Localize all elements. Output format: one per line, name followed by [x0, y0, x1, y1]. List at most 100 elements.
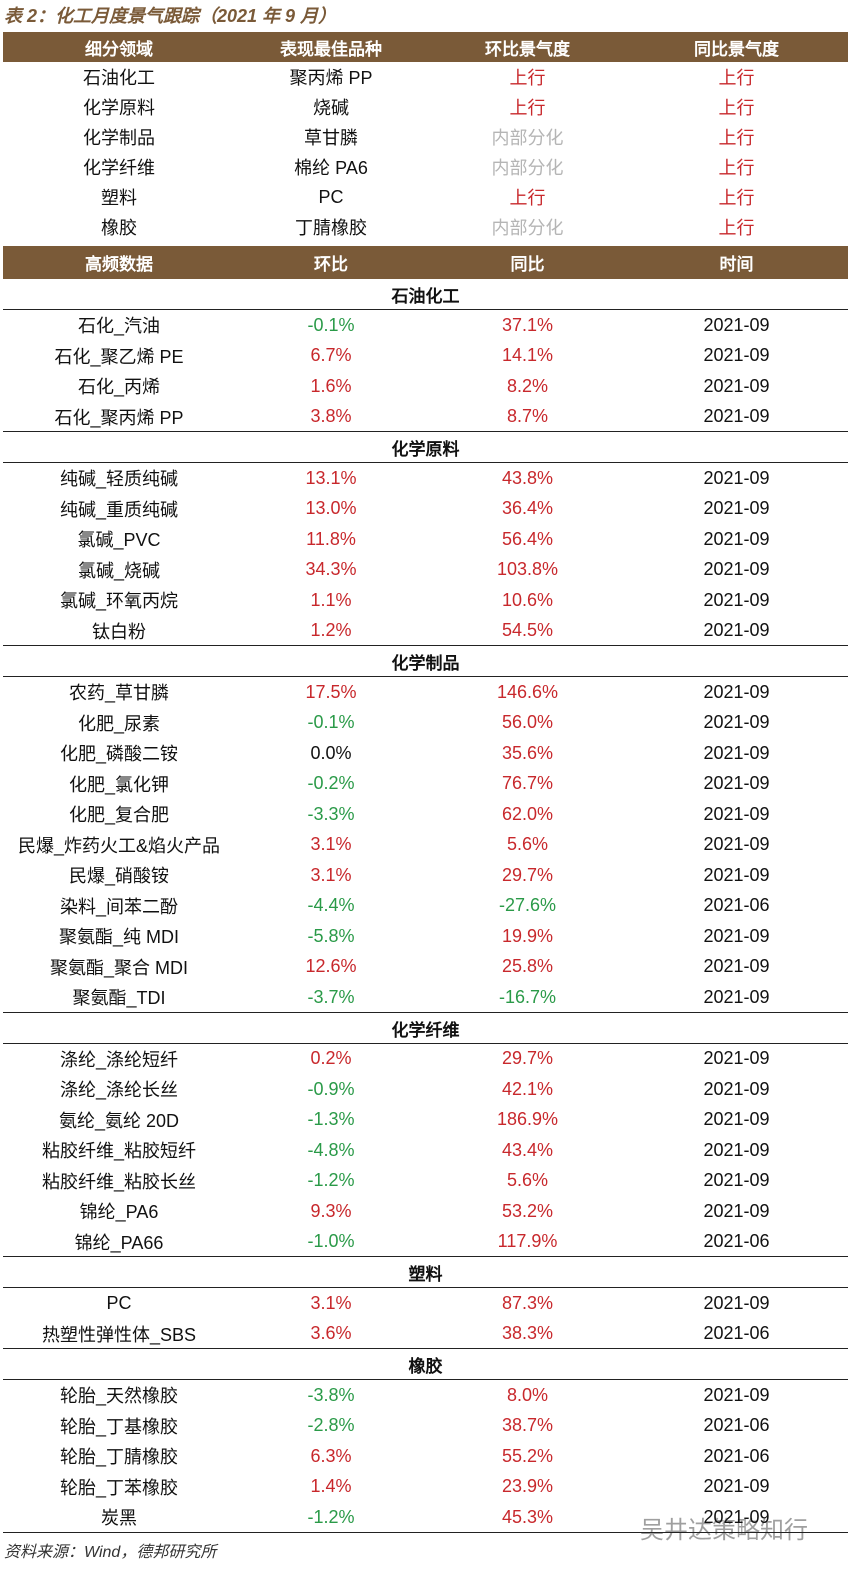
- table-cell: 43.4%: [501, 1139, 554, 1160]
- table-cell: 2021-09: [703, 742, 770, 763]
- table-cell: 87.3%: [501, 1292, 554, 1313]
- table-cell: 2021-09: [703, 1506, 770, 1527]
- table-cell: 0.0%: [310, 742, 352, 763]
- table-cell: 民爆_硝酸铵: [68, 866, 169, 887]
- table-cell: 上行: [718, 188, 755, 208]
- section-title: 化学原料: [391, 440, 460, 459]
- table-cell: 2021-09: [703, 1048, 770, 1069]
- table-cell: 2021-09: [703, 1476, 770, 1497]
- table-cell: 上行: [718, 98, 755, 118]
- table-cell: 轮胎_丁腈橡胶: [59, 1447, 178, 1468]
- table-cell: 上行: [718, 218, 755, 238]
- table-cell: -1.0%: [307, 1231, 355, 1252]
- rule: [3, 1287, 848, 1288]
- rule: [3, 462, 848, 463]
- rule: [3, 676, 848, 677]
- table-cell: 上行: [718, 68, 755, 88]
- rule: [3, 1531, 848, 1533]
- table-cell: 1.4%: [310, 1476, 352, 1497]
- table-cell: 2021-09: [703, 528, 770, 549]
- table-cell: 2021-06: [703, 1231, 770, 1252]
- table-cell: 25.8%: [501, 956, 554, 977]
- source-note: 资料来源：Wind，德邦研究所: [4, 1544, 217, 1561]
- table-cell: 氯碱_PVC: [77, 530, 161, 551]
- header-cell: 环比: [314, 255, 348, 274]
- table-cell: 2021-09: [703, 375, 770, 396]
- table-cell: 3.6%: [310, 1323, 352, 1344]
- table-cell: 8.2%: [506, 375, 549, 396]
- table-cell: 2021-09: [703, 1292, 770, 1313]
- table-cell: 上行: [718, 158, 755, 178]
- table-cell: 11.8%: [306, 528, 356, 549]
- table-cell: 56.4%: [501, 528, 554, 549]
- table-cell: 化学制品: [83, 128, 155, 148]
- table-cell: 2021-09: [703, 925, 770, 946]
- table-cell: 38.3%: [501, 1323, 554, 1344]
- table-cell: 29.7%: [501, 864, 554, 885]
- header-cell: 时间: [719, 255, 754, 274]
- table-cell: 石油化工: [83, 68, 155, 88]
- table-cell: 13.1%: [305, 467, 357, 488]
- table-cell: -27.6%: [498, 895, 557, 916]
- table-cell: PC: [318, 186, 344, 207]
- table-cell: -3.8%: [307, 1384, 355, 1405]
- table-cell: 12.6%: [305, 956, 357, 977]
- table-cell: -1.2%: [307, 1170, 355, 1191]
- table-cell: 56.0%: [501, 712, 554, 733]
- table-cell: 纯碱_重质纯碱: [59, 499, 178, 520]
- table-cell: 民爆_炸药火工&焰火产品: [17, 835, 220, 856]
- table-cell: 涤纶_涤纶短纤: [59, 1049, 178, 1070]
- table-cell: 2021-09: [703, 864, 770, 885]
- table-cell: 3.1%: [310, 864, 352, 885]
- table-cell: 2021-09: [703, 773, 770, 794]
- table-cell: 石化_丙烯: [77, 377, 160, 398]
- table-cell: 锦纶_PA66: [74, 1232, 164, 1253]
- rule: [3, 1379, 848, 1380]
- header-band: [3, 32, 848, 62]
- table-cell: 186.9%: [496, 1109, 559, 1130]
- table-cell: 117.9%: [497, 1231, 558, 1252]
- table-cell: 2021-06: [703, 895, 770, 916]
- table-cell: 化学原料: [83, 98, 155, 118]
- table-cell: 2021-09: [703, 589, 770, 610]
- table-cell: 涤纶_涤纶长丝: [59, 1080, 178, 1101]
- watermark: 吴井达策略知行: [640, 1517, 808, 1544]
- table-cell: -1.2%: [307, 1506, 355, 1527]
- table-cell: 2021-09: [703, 467, 770, 488]
- table-cell: 橡胶: [101, 218, 137, 238]
- table-cell: 2021-09: [703, 1109, 770, 1130]
- table-cell: 13.0%: [305, 498, 357, 519]
- table-cell: 上行: [509, 98, 546, 118]
- table-cell: 37.1%: [501, 314, 554, 335]
- header-cell: 同比景气度: [694, 39, 779, 59]
- table-cell: 粘胶纤维_粘胶短纤: [41, 1141, 196, 1162]
- table-cell: 38.7%: [501, 1415, 554, 1436]
- table-cell: 2021-09: [703, 314, 770, 335]
- rule: [3, 309, 848, 310]
- table-cell: 塑料: [101, 188, 137, 208]
- table-cell: 聚丙烯 PP: [289, 68, 373, 88]
- table-cell: 55.2%: [501, 1445, 554, 1466]
- table-cell: 3.1%: [310, 1292, 352, 1313]
- table-cell: 聚氨酯_纯 MDI: [58, 927, 179, 948]
- table-cell: PC: [106, 1292, 132, 1313]
- header-cell: 表现最佳品种: [280, 39, 382, 59]
- header-cell: 同比: [510, 255, 545, 274]
- table-cell: 2021-09: [703, 1139, 770, 1160]
- table-cell: 内部分化: [491, 218, 564, 238]
- table-cell: 1.6%: [310, 375, 352, 396]
- table-cell: 2021-06: [703, 1323, 770, 1344]
- table-cell: 146.6%: [496, 681, 559, 702]
- table-cell: 6.3%: [310, 1445, 352, 1466]
- rule: [3, 1042, 848, 1044]
- table-cell: 2021-09: [703, 803, 770, 824]
- table-cell: 19.9%: [501, 925, 554, 946]
- title: 表 2：化工月度景气跟踪（2021 年 9 月）: [4, 6, 337, 26]
- table-cell: 农药_草甘膦: [68, 683, 169, 704]
- header-cell: 细分领域: [85, 39, 153, 59]
- table-cell: 纯碱_轻质纯碱: [59, 469, 178, 490]
- table-cell: 2021-09: [703, 712, 770, 733]
- table-cell: 10.6%: [501, 589, 554, 610]
- table-cell: 粘胶纤维_粘胶长丝: [41, 1171, 196, 1192]
- table-cell: 42.1%: [501, 1078, 554, 1099]
